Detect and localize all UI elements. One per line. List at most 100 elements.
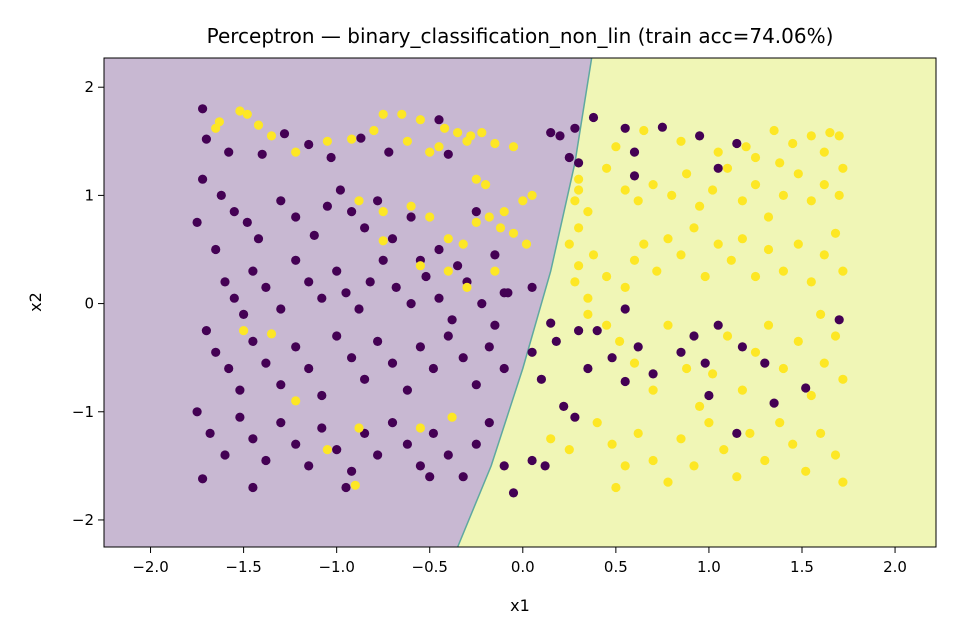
point-class-1 bbox=[676, 250, 686, 260]
point-class-1 bbox=[760, 455, 770, 466]
point-class-1 bbox=[592, 418, 602, 428]
point-class-0 bbox=[279, 129, 290, 139]
point-class-0 bbox=[620, 376, 630, 387]
point-class-0 bbox=[607, 353, 617, 363]
point-class-1 bbox=[425, 147, 435, 157]
y-axis: −2 −1 0 1 2 bbox=[72, 78, 104, 529]
point-class-1 bbox=[838, 266, 848, 276]
point-class-0 bbox=[257, 149, 267, 159]
point-class-1 bbox=[819, 250, 829, 260]
point-class-0 bbox=[276, 304, 286, 314]
point-class-1 bbox=[763, 212, 774, 222]
point-class-0 bbox=[317, 390, 327, 401]
point-class-0 bbox=[499, 461, 509, 471]
point-class-0 bbox=[588, 112, 599, 123]
point-class-0 bbox=[360, 223, 370, 233]
point-class-1 bbox=[793, 336, 803, 346]
point-class-0 bbox=[378, 255, 388, 265]
point-class-1 bbox=[806, 196, 816, 206]
point-class-1 bbox=[648, 385, 658, 395]
x-tick-label: −0.5 bbox=[412, 558, 448, 576]
point-class-0 bbox=[695, 131, 705, 141]
point-class-1 bbox=[443, 266, 453, 276]
point-class-1 bbox=[713, 147, 723, 157]
x-tick-label: 1.5 bbox=[790, 558, 814, 576]
y-axis-label: x2 bbox=[26, 292, 45, 312]
point-class-0 bbox=[536, 374, 547, 384]
point-class-1 bbox=[574, 223, 584, 233]
point-class-1 bbox=[564, 239, 574, 249]
point-class-1 bbox=[713, 239, 723, 249]
point-class-1 bbox=[763, 320, 774, 330]
point-class-0 bbox=[434, 244, 444, 255]
point-class-1 bbox=[763, 244, 774, 255]
point-class-0 bbox=[276, 380, 286, 390]
point-class-1 bbox=[447, 412, 457, 422]
point-class-1 bbox=[583, 309, 593, 319]
point-class-1 bbox=[347, 134, 357, 144]
point-class-1 bbox=[266, 329, 277, 339]
point-class-0 bbox=[447, 315, 457, 325]
y-tick-label: 0 bbox=[84, 295, 94, 313]
point-class-1 bbox=[495, 223, 506, 233]
point-class-1 bbox=[443, 234, 453, 244]
point-class-1 bbox=[769, 125, 779, 136]
point-class-1 bbox=[484, 212, 494, 222]
point-class-0 bbox=[700, 358, 710, 368]
point-class-0 bbox=[220, 277, 230, 287]
point-class-0 bbox=[801, 383, 811, 393]
point-class-0 bbox=[248, 336, 258, 346]
point-class-1 bbox=[663, 234, 673, 244]
y-tick-label: 1 bbox=[84, 186, 94, 204]
point-class-0 bbox=[248, 482, 258, 493]
point-class-1 bbox=[378, 236, 388, 246]
point-class-0 bbox=[341, 288, 351, 298]
point-class-0 bbox=[317, 423, 327, 433]
point-class-1 bbox=[633, 196, 643, 206]
plot-frame bbox=[103, 57, 937, 548]
point-class-1 bbox=[719, 445, 729, 455]
point-class-1 bbox=[369, 125, 379, 136]
point-class-1 bbox=[689, 223, 699, 233]
point-class-0 bbox=[484, 418, 494, 428]
point-class-1 bbox=[402, 136, 412, 146]
point-class-0 bbox=[425, 472, 435, 482]
point-class-0 bbox=[402, 439, 412, 449]
point-class-1 bbox=[291, 396, 301, 406]
point-class-1 bbox=[629, 255, 640, 265]
point-class-0 bbox=[291, 255, 301, 265]
point-class-1 bbox=[676, 136, 686, 146]
x-tick-label: 2.0 bbox=[883, 558, 907, 576]
point-class-1 bbox=[564, 445, 574, 455]
point-class-1 bbox=[607, 439, 617, 449]
point-class-1 bbox=[253, 120, 264, 130]
point-class-0 bbox=[443, 450, 453, 460]
point-class-0 bbox=[373, 336, 383, 346]
point-class-1 bbox=[527, 190, 537, 200]
point-class-0 bbox=[309, 230, 319, 240]
y-tick-label: −2 bbox=[72, 511, 94, 529]
point-class-1 bbox=[775, 418, 785, 428]
point-class-1 bbox=[602, 320, 612, 330]
point-class-1 bbox=[588, 250, 599, 260]
point-class-1 bbox=[354, 423, 364, 433]
point-class-0 bbox=[192, 217, 202, 227]
point-class-0 bbox=[384, 147, 394, 157]
point-class-0 bbox=[713, 163, 723, 173]
point-class-0 bbox=[387, 358, 398, 368]
point-class-0 bbox=[564, 152, 574, 163]
point-class-1 bbox=[477, 128, 487, 138]
point-class-0 bbox=[335, 185, 345, 195]
point-class-1 bbox=[704, 418, 714, 428]
point-class-1 bbox=[676, 434, 686, 444]
point-class-0 bbox=[421, 271, 431, 282]
point-class-1 bbox=[574, 185, 584, 195]
point-class-0 bbox=[648, 369, 658, 379]
x-tick-label: 0.5 bbox=[604, 558, 628, 576]
point-class-0 bbox=[332, 266, 342, 276]
point-class-1 bbox=[816, 428, 826, 438]
point-class-1 bbox=[602, 271, 612, 282]
point-class-1 bbox=[750, 347, 761, 357]
point-class-1 bbox=[583, 293, 593, 303]
